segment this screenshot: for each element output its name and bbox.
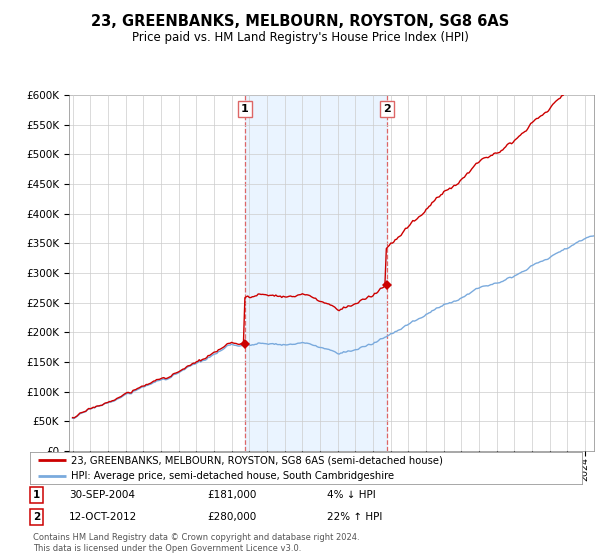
Bar <box>245 95 387 451</box>
Text: 1: 1 <box>33 490 40 500</box>
Text: 22% ↑ HPI: 22% ↑ HPI <box>327 512 382 522</box>
Text: 23, GREENBANKS, MELBOURN, ROYSTON, SG8 6AS (semi-detached house): 23, GREENBANKS, MELBOURN, ROYSTON, SG8 6… <box>71 455 443 465</box>
Text: 2: 2 <box>383 104 391 114</box>
Text: 1: 1 <box>241 104 249 114</box>
Text: HPI: Average price, semi-detached house, South Cambridgeshire: HPI: Average price, semi-detached house,… <box>71 472 395 481</box>
Text: £280,000: £280,000 <box>207 512 256 522</box>
Text: 12-OCT-2012: 12-OCT-2012 <box>69 512 137 522</box>
Text: 23, GREENBANKS, MELBOURN, ROYSTON, SG8 6AS: 23, GREENBANKS, MELBOURN, ROYSTON, SG8 6… <box>91 14 509 29</box>
Text: 2: 2 <box>33 512 40 522</box>
Text: Price paid vs. HM Land Registry's House Price Index (HPI): Price paid vs. HM Land Registry's House … <box>131 31 469 44</box>
Text: 4% ↓ HPI: 4% ↓ HPI <box>327 490 376 500</box>
Text: Contains HM Land Registry data © Crown copyright and database right 2024.
This d: Contains HM Land Registry data © Crown c… <box>33 533 359 553</box>
Text: 30-SEP-2004: 30-SEP-2004 <box>69 490 135 500</box>
Text: £181,000: £181,000 <box>207 490 256 500</box>
